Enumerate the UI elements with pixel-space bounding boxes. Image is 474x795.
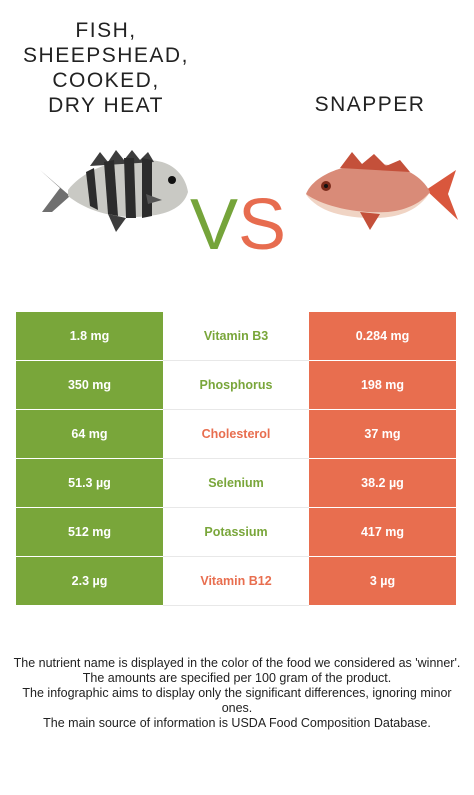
left-value: 51.3 µg [16,459,163,508]
left-food-title: FISH, SHEEPSHEAD, COOKED, DRY HEAT [23,19,189,117]
right-value: 0.284 mg [309,312,456,361]
right-value: 37 mg [309,410,456,459]
right-value: 3 µg [309,557,456,606]
right-food-title: SNAPPER [314,93,426,116]
nutrient-name: Vitamin B3 [163,312,309,361]
table-row: 350 mg Phosphorus 198 mg [16,361,456,410]
table-row: 2.3 µg Vitamin B12 3 µg [16,557,456,606]
left-value: 2.3 µg [16,557,163,606]
snapper-fish-image [306,152,458,230]
nutrient-name: Vitamin B12 [163,557,309,606]
nutrient-name: Potassium [163,508,309,557]
vs-v: V [190,185,239,265]
nutrient-name: Selenium [163,459,309,508]
table-row: 51.3 µg Selenium 38.2 µg [16,459,456,508]
left-value: 1.8 mg [16,312,163,361]
left-value: 512 mg [16,508,163,557]
left-value: 350 mg [16,361,163,410]
table-row: 64 mg Cholesterol 37 mg [16,410,456,459]
table-row: 512 mg Potassium 417 mg [16,508,456,557]
comparison-table: 1.8 mg Vitamin B3 0.284 mg 350 mg Phosph… [16,312,456,606]
table-row: 1.8 mg Vitamin B3 0.284 mg [16,312,456,361]
right-value: 198 mg [309,361,456,410]
vs-s: S [238,185,287,265]
footnote: The infographic aims to display only the… [22,686,452,715]
nutrient-name: Cholesterol [163,410,309,459]
footnote: The main source of information is USDA F… [43,716,431,730]
right-value: 38.2 µg [309,459,456,508]
footnotes: The nutrient name is displayed in the co… [10,656,464,731]
footnote: The amounts are specified per 100 gram o… [82,671,392,685]
footnote: The nutrient name is displayed in the co… [13,656,461,670]
left-value: 64 mg [16,410,163,459]
vs-label: VS [190,185,290,265]
right-value: 417 mg [309,508,456,557]
nutrient-name: Phosphorus [163,361,309,410]
sheepshead-fish-image [40,150,188,232]
